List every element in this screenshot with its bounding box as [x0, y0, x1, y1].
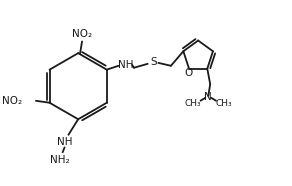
Text: S: S: [150, 57, 157, 67]
Text: N: N: [204, 92, 212, 102]
Text: CH₃: CH₃: [185, 99, 201, 108]
Text: NH: NH: [117, 60, 133, 70]
Text: NO₂: NO₂: [72, 29, 92, 39]
Text: NO₂: NO₂: [2, 96, 22, 106]
Text: NH₂: NH₂: [50, 155, 69, 165]
Text: NH: NH: [57, 137, 72, 147]
Text: CH₃: CH₃: [215, 99, 232, 108]
Text: O: O: [184, 68, 192, 78]
